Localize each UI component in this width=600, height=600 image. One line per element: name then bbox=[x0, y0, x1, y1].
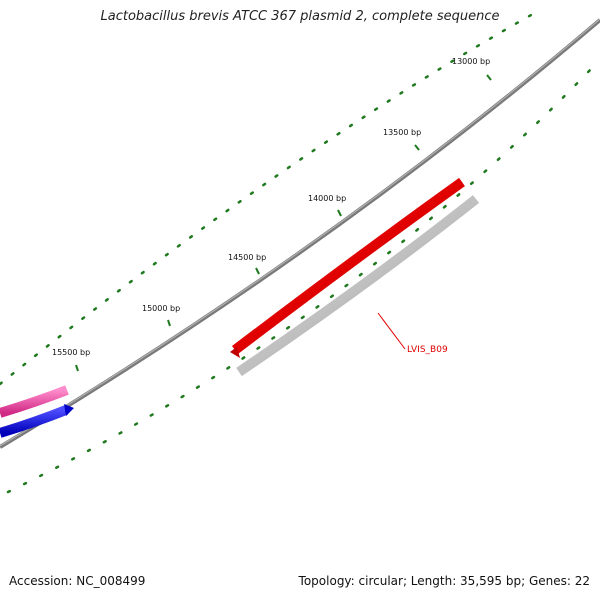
backbone-arc-highlight bbox=[0, 18, 600, 447]
tick-label-15000: 15000 bp bbox=[142, 304, 180, 313]
tick-mark-13000 bbox=[486, 74, 492, 81]
accession-text: Accession: NC_008499 bbox=[9, 574, 146, 588]
tick-label-13000: 13000 bp bbox=[452, 57, 490, 66]
tick-mark-13500 bbox=[414, 144, 420, 151]
tick-mark-14000 bbox=[337, 209, 342, 217]
map-title: Lactobacillus brevis ATCC 367 plasmid 2,… bbox=[100, 9, 500, 24]
gene-arrow-red[interactable] bbox=[231, 177, 465, 354]
summary-text: Topology: circular; Length: 35,595 bp; G… bbox=[298, 574, 590, 588]
tick-label-14500: 14500 bp bbox=[228, 253, 266, 262]
tick-mark-15000 bbox=[167, 319, 171, 327]
gene-arrow-red-head bbox=[230, 347, 240, 358]
gene-shadow-grey[interactable] bbox=[236, 195, 480, 377]
feature-blue[interactable] bbox=[0, 405, 68, 438]
gene-leader-line bbox=[377, 312, 406, 350]
tick-label-13500: 13500 bp bbox=[383, 128, 421, 137]
feature-pink[interactable] bbox=[0, 385, 69, 418]
tick-label-14000: 14000 bp bbox=[308, 194, 346, 203]
tick-label-15500: 15500 bp bbox=[52, 348, 90, 357]
major-ticks bbox=[75, 74, 492, 372]
tick-mark-14500 bbox=[255, 267, 260, 275]
inner-tick-ring bbox=[6, 66, 594, 494]
tick-mark-15500 bbox=[75, 364, 79, 372]
feature-blue-head bbox=[64, 404, 74, 416]
backbone-arc bbox=[0, 18, 600, 449]
gene-label[interactable]: LVIS_B09 bbox=[407, 345, 448, 355]
